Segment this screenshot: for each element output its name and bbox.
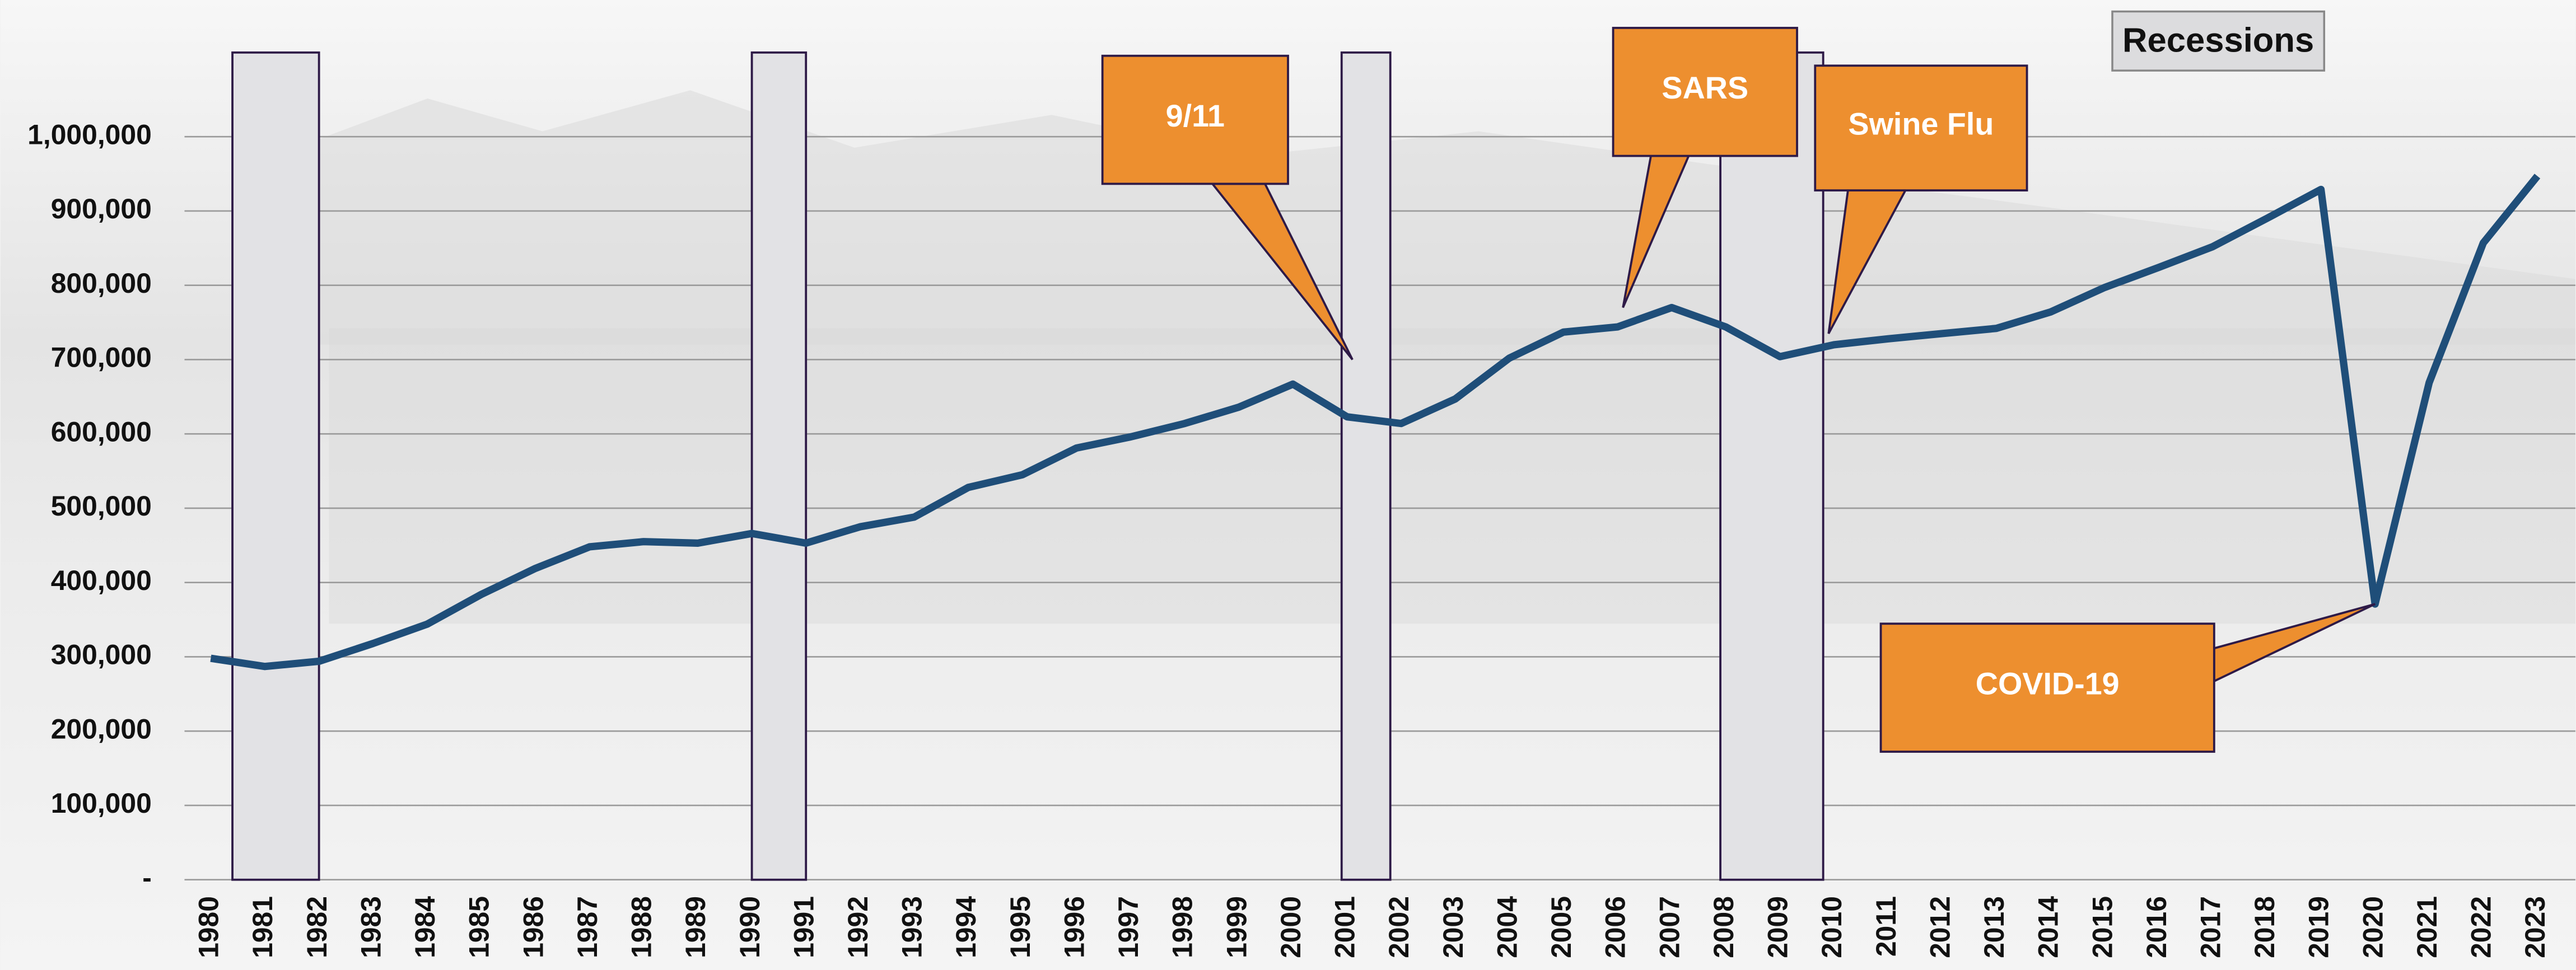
- x-tick-label: 2021: [2411, 896, 2443, 958]
- y-tick-label: 200,000: [51, 713, 152, 744]
- x-tick-label: 1993: [897, 896, 928, 958]
- x-tick-label: 1980: [193, 896, 225, 958]
- recession-band: [232, 53, 319, 880]
- x-tick-label: 1988: [626, 896, 657, 958]
- legend-label: Recessions: [2122, 21, 2314, 60]
- y-tick-label: 1,000,000: [27, 119, 152, 150]
- x-tick-label: 2017: [2195, 896, 2227, 958]
- x-tick-label: 2006: [1600, 896, 1631, 958]
- y-tick-label: 100,000: [51, 788, 152, 819]
- callout-text: 9/11: [1166, 99, 1225, 133]
- x-tick-label: 2013: [1978, 896, 2010, 958]
- x-tick-label: 2019: [2303, 896, 2335, 958]
- callout-text: SARS: [1662, 71, 1748, 105]
- x-tick-label: 1997: [1113, 896, 1144, 958]
- x-tick-label: 1991: [788, 896, 819, 958]
- x-tick-label: 1989: [680, 896, 711, 958]
- x-tick-label: 2009: [1762, 896, 1794, 958]
- chart: - 100,000 200,000 300,000 400,000 500,000 600,…: [0, 0, 2576, 970]
- x-tick-label: 1987: [572, 896, 603, 958]
- x-tick-label: 1982: [301, 896, 333, 958]
- x-tick-label: 2003: [1438, 896, 1469, 958]
- x-tick-label: 1986: [517, 896, 549, 958]
- callout-text: COVID-19: [1976, 666, 2120, 701]
- y-tick-label: 300,000: [51, 639, 152, 671]
- y-tick-label: 400,000: [51, 565, 152, 596]
- x-tick-label: 2020: [2357, 896, 2388, 958]
- terminal: [329, 328, 2575, 624]
- y-tick-label: 500,000: [51, 490, 152, 522]
- x-tick-label: 2011: [1870, 896, 1902, 957]
- x-tick-label: 1984: [409, 896, 441, 958]
- callout-text: Swine Flu: [1848, 107, 1994, 142]
- x-tick-label: 1983: [355, 896, 386, 958]
- x-tick-label: 2002: [1383, 896, 1415, 958]
- x-tick-label: 2023: [2519, 896, 2551, 958]
- x-tick-label: 2014: [2033, 896, 2064, 958]
- x-tick-label: 1981: [247, 896, 278, 958]
- page: {"chart_data": { "type": "line", "catego…: [0, 0, 2576, 970]
- x-tick-label: 1998: [1167, 896, 1198, 958]
- y-tick-label: 800,000: [51, 268, 152, 299]
- x-tick-label: 2022: [2466, 896, 2497, 958]
- x-tick-label: 1985: [464, 896, 495, 958]
- x-tick-label: 2000: [1275, 896, 1306, 958]
- y-tick-label: 700,000: [51, 342, 152, 373]
- x-tick-label: 2004: [1491, 896, 1523, 958]
- x-tick-label: 1990: [734, 896, 766, 958]
- recession-band: [1720, 53, 1823, 880]
- x-tick-label: 2016: [2141, 896, 2172, 958]
- y-tick-label: -: [142, 862, 152, 893]
- x-tick-label: 1999: [1221, 896, 1252, 958]
- x-tick-label: 2010: [1816, 896, 1847, 958]
- x-tick-label: 2015: [2087, 896, 2118, 958]
- y-tick-label: 600,000: [51, 416, 152, 447]
- recession-band: [752, 53, 806, 880]
- x-tick-label: 2005: [1546, 896, 1577, 958]
- x-tick-label: 1995: [1005, 896, 1036, 958]
- x-tick-label: 2001: [1329, 896, 1361, 958]
- recession-band: [1342, 53, 1390, 880]
- x-tick-label: 2018: [2249, 896, 2280, 958]
- x-tick-label: 2007: [1654, 896, 1685, 958]
- y-tick-label: 900,000: [51, 193, 152, 224]
- x-tick-label: 2012: [1924, 896, 1956, 958]
- x-tick-label: 1994: [950, 896, 982, 958]
- x-tick-label: 2008: [1708, 896, 1739, 958]
- x-tick-label: 1996: [1058, 896, 1090, 958]
- x-tick-label: 1992: [842, 896, 874, 958]
